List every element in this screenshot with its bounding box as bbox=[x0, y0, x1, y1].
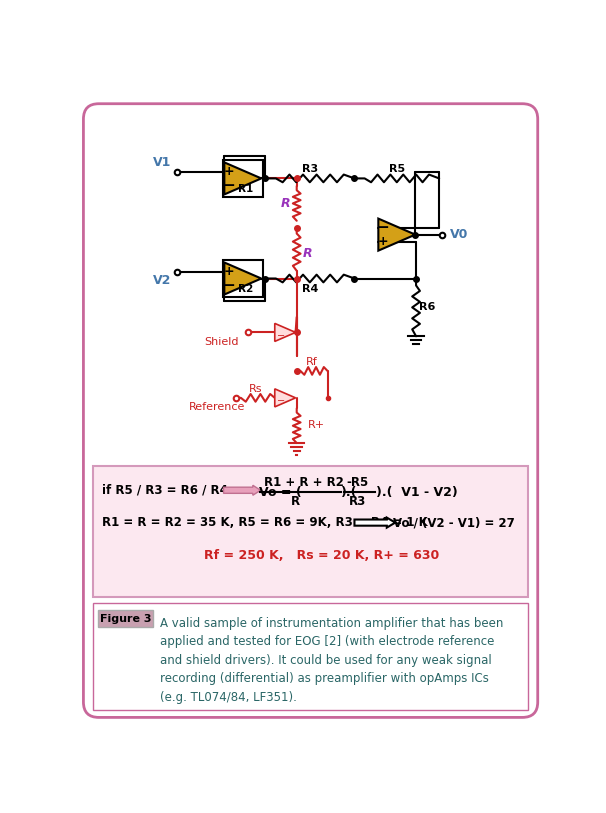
Text: R3: R3 bbox=[302, 164, 318, 174]
Text: Rs: Rs bbox=[249, 384, 262, 393]
Text: R3: R3 bbox=[349, 494, 366, 507]
FancyArrow shape bbox=[355, 518, 395, 528]
FancyArrow shape bbox=[224, 485, 261, 495]
Text: +: + bbox=[224, 165, 235, 178]
Text: Vo / (V2 - V1) = 27: Vo / (V2 - V1) = 27 bbox=[393, 516, 514, 529]
Text: R1: R1 bbox=[238, 185, 253, 194]
Text: R1 = R = R2 = 35 K, R5 = R6 = 9K, R3 = R4 = 1 K: R1 = R = R2 = 35 K, R5 = R6 = 9K, R3 = R… bbox=[102, 516, 428, 529]
Bar bbox=[223, 260, 263, 297]
Text: V0: V0 bbox=[450, 228, 468, 241]
Text: V1: V1 bbox=[153, 156, 171, 169]
FancyBboxPatch shape bbox=[98, 611, 153, 628]
Text: A valid sample of instrumentation amplifier that has been
applied and tested for: A valid sample of instrumentation amplif… bbox=[161, 616, 504, 703]
Text: ).(  V1 - V2): ).( V1 - V2) bbox=[376, 486, 458, 499]
Text: −: − bbox=[223, 178, 236, 193]
Text: −: − bbox=[277, 396, 285, 406]
Text: R4: R4 bbox=[302, 284, 318, 293]
Text: Vo = (: Vo = ( bbox=[259, 486, 302, 499]
FancyBboxPatch shape bbox=[93, 602, 528, 710]
Text: +: + bbox=[224, 265, 235, 278]
Text: Reference: Reference bbox=[189, 402, 245, 412]
Polygon shape bbox=[224, 163, 261, 194]
Text: ).(: ).( bbox=[341, 486, 358, 499]
Text: R5: R5 bbox=[389, 164, 405, 174]
FancyBboxPatch shape bbox=[93, 466, 528, 597]
Polygon shape bbox=[378, 219, 415, 250]
Text: Rf: Rf bbox=[306, 357, 318, 367]
FancyBboxPatch shape bbox=[84, 104, 538, 717]
Text: V2: V2 bbox=[153, 274, 171, 287]
Text: R+: R+ bbox=[307, 420, 325, 430]
Text: R: R bbox=[281, 197, 291, 210]
Text: R: R bbox=[291, 494, 300, 507]
Text: R2: R2 bbox=[238, 285, 253, 294]
Polygon shape bbox=[275, 389, 296, 406]
Text: -R5: -R5 bbox=[347, 476, 369, 489]
Text: R6: R6 bbox=[419, 302, 436, 312]
Text: −: − bbox=[277, 331, 285, 341]
Text: −: − bbox=[377, 220, 390, 235]
Text: Shield: Shield bbox=[204, 337, 239, 347]
Text: −: − bbox=[223, 278, 236, 293]
Polygon shape bbox=[224, 263, 261, 294]
Text: R: R bbox=[302, 246, 312, 259]
Text: Figure 3: Figure 3 bbox=[100, 614, 152, 624]
Bar bbox=[223, 160, 263, 197]
Text: R1 + R + R2: R1 + R + R2 bbox=[264, 476, 344, 489]
Text: if R5 / R3 = R6 / R4: if R5 / R3 = R6 / R4 bbox=[102, 484, 228, 497]
Polygon shape bbox=[275, 324, 296, 341]
Text: Rf = 250 K,   Rs = 20 K, R+ = 630: Rf = 250 K, Rs = 20 K, R+ = 630 bbox=[204, 550, 439, 563]
Text: +: + bbox=[378, 235, 388, 248]
